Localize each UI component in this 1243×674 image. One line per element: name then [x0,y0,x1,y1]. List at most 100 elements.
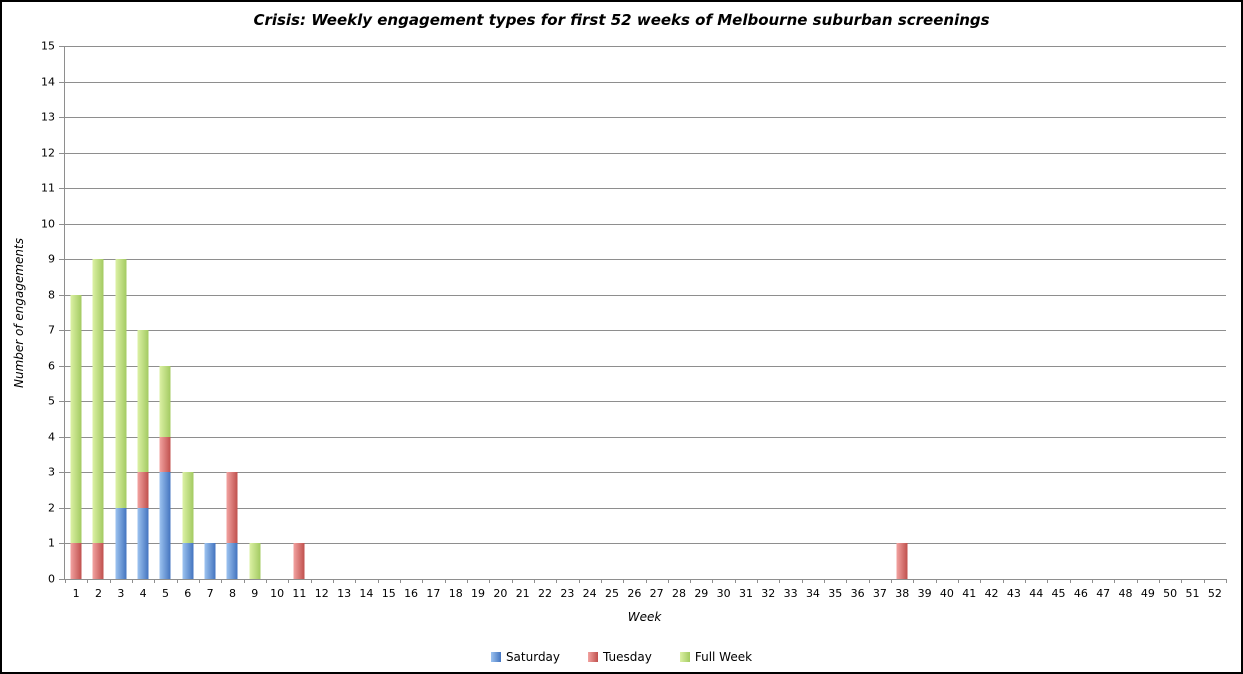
y-axis-tick [59,188,64,190]
y-axis-tick [59,579,64,580]
y-tick-label: 9 [48,252,55,266]
gridline [65,472,1226,474]
bar-segment-tuesday [92,543,104,579]
x-tick-label: 16 [404,587,419,600]
gridline [65,330,1226,332]
bar-segment-full-week [249,543,261,579]
y-tick-label: 2 [48,501,55,515]
x-axis-tick [1092,579,1094,583]
x-tick-label: 17 [426,587,441,600]
x-tick-label: 44 [1029,587,1044,600]
x-axis-tick [891,579,893,583]
x-tick-label: 31 [738,587,753,600]
x-axis-title: Week [627,610,662,624]
x-axis-tick [332,579,334,583]
x-axis-tick [846,579,848,583]
x-axis-tick [355,579,357,583]
x-axis-tick [310,579,312,583]
bar-segment-saturday [137,507,149,579]
x-tick-label: 36 [850,587,865,600]
x-axis-tick [734,579,736,583]
x-axis-tick [690,579,692,583]
x-tick-label: 4 [139,587,147,600]
bar-segment-full-week [70,294,82,544]
gridline [65,117,1226,119]
gridline [65,365,1226,367]
x-axis-tick [265,579,267,583]
x-axis-tick [1069,579,1071,583]
x-tick-label: 23 [560,587,575,600]
x-tick-label: 26 [627,587,642,600]
bar-segment-full-week [115,259,127,508]
bar-segment-full-week [92,259,104,544]
x-tick-label: 42 [984,587,999,600]
x-tick-label: 20 [493,587,508,600]
x-tick-label: 30 [716,587,731,600]
x-tick-label: 45 [1051,587,1066,600]
gridline [65,401,1226,403]
x-tick-label: 33 [783,587,798,600]
x-axis-tick [444,579,446,583]
gridline [65,223,1226,225]
y-tick-label: 8 [48,288,55,302]
x-axis-tick [533,579,535,583]
chart-title: Crisis: Weekly engagement types for firs… [253,11,990,29]
x-tick-label: 15 [381,587,396,600]
x-tick-label: 18 [448,587,463,600]
x-tick-label: 34 [805,587,820,600]
x-tick-label: 51 [1185,587,1200,600]
y-tick-label: 15 [41,39,55,53]
y-axis-tick [59,543,64,545]
x-tick-label: 43 [1006,587,1021,600]
x-axis-tick [198,579,200,583]
x-axis-tick [600,579,602,583]
x-axis-tick [399,579,401,583]
x-axis-tick [176,579,178,583]
y-axis-tick [59,46,64,47]
gridline [65,46,1226,47]
y-axis-tick [59,365,64,367]
bar-segment-tuesday [159,436,171,473]
x-axis-tick [1136,579,1138,583]
x-tick-label: 24 [582,587,597,600]
x-axis-tick [712,579,714,583]
y-axis-tick [59,259,64,261]
x-axis-tick [1181,579,1183,583]
legend: Saturday Tuesday Full Week [2,650,1241,664]
bar-segment-saturday [182,543,194,579]
bar-segment-full-week [159,365,171,437]
gridline [65,294,1226,296]
x-tick-label: 19 [471,587,486,600]
x-axis-tick [131,579,133,583]
bar-segment-tuesday [226,472,238,544]
x-axis-tick [645,579,647,583]
y-axis-tick [59,152,64,154]
x-axis-tick [87,579,89,583]
y-axis-tick [59,401,64,403]
x-axis-tick [511,579,513,583]
y-axis-tick [59,472,64,474]
x-tick-label: 25 [605,587,619,600]
legend-label-fullweek: Full Week [694,650,753,664]
y-axis-tick [59,223,64,225]
x-tick-label: 11 [292,587,307,600]
x-tick-label: 49 [1140,587,1155,600]
x-axis-tick [377,579,379,583]
x-tick-label: 21 [515,587,530,600]
x-tick-label: 39 [917,587,932,600]
x-axis-tick [1159,579,1161,583]
x-axis-tick [801,579,803,583]
x-axis-tick [578,579,580,583]
x-axis-tick [1002,579,1004,583]
x-tick-label: 22 [538,587,553,600]
x-tick-label: 1 [72,587,80,600]
y-tick-label: 14 [41,75,55,89]
x-tick-label: 8 [228,587,236,600]
x-tick-label: 47 [1096,587,1111,600]
x-axis-tick [109,579,111,583]
y-axis-tick [59,330,64,332]
y-tick-label: 6 [48,359,55,373]
x-axis-tick [1047,579,1049,583]
legend-label-tuesday: Tuesday [603,650,652,664]
bar-segment-saturday [159,472,171,579]
